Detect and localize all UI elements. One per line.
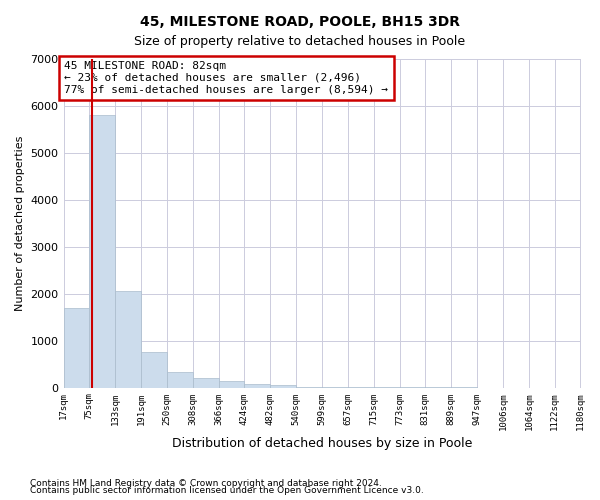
Bar [218, 382, 244, 388]
Bar [115, 292, 141, 388]
Bar [270, 385, 296, 388]
Bar [244, 384, 270, 388]
Bar [193, 378, 218, 388]
Bar [89, 116, 115, 388]
Bar [64, 308, 89, 388]
Text: Size of property relative to detached houses in Poole: Size of property relative to detached ho… [134, 35, 466, 48]
Bar [167, 372, 193, 388]
X-axis label: Distribution of detached houses by size in Poole: Distribution of detached houses by size … [172, 437, 472, 450]
Text: Contains public sector information licensed under the Open Government Licence v3: Contains public sector information licen… [30, 486, 424, 495]
Text: 45 MILESTONE ROAD: 82sqm
← 23% of detached houses are smaller (2,496)
77% of sem: 45 MILESTONE ROAD: 82sqm ← 23% of detach… [64, 62, 388, 94]
Bar [141, 352, 167, 388]
Text: Contains HM Land Registry data © Crown copyright and database right 2024.: Contains HM Land Registry data © Crown c… [30, 478, 382, 488]
Bar [322, 387, 348, 388]
Bar [296, 386, 322, 388]
Y-axis label: Number of detached properties: Number of detached properties [15, 136, 25, 311]
Text: 45, MILESTONE ROAD, POOLE, BH15 3DR: 45, MILESTONE ROAD, POOLE, BH15 3DR [140, 15, 460, 29]
